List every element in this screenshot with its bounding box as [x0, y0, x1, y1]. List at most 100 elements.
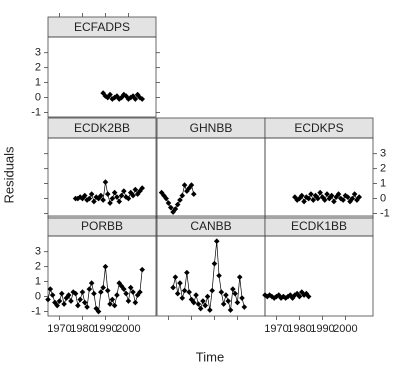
data-point	[170, 284, 176, 291]
data-point	[190, 299, 197, 306]
data-point	[347, 198, 353, 205]
data-point	[207, 307, 213, 313]
data-point	[91, 198, 97, 205]
data-point	[121, 188, 127, 194]
x-tick-label: 1990	[93, 323, 117, 335]
data-point	[200, 298, 206, 304]
data-point	[102, 263, 109, 270]
data-point	[236, 274, 243, 280]
data-point	[186, 289, 192, 295]
strip-label: ECFADPS	[74, 20, 130, 34]
data-point	[102, 179, 109, 185]
data-point	[137, 289, 143, 295]
data-point	[130, 289, 136, 295]
data-point	[225, 298, 232, 304]
data-point	[301, 292, 307, 298]
data-point	[349, 195, 356, 202]
y-tick-label: 0	[35, 290, 41, 302]
data-point	[118, 283, 125, 289]
data-point	[204, 293, 211, 300]
data-point	[111, 302, 118, 309]
data-point	[280, 293, 287, 300]
y-tick-label: -1	[380, 207, 390, 219]
data-point	[95, 195, 102, 202]
data-point	[241, 304, 248, 310]
x-tick-label: 1970	[47, 323, 71, 335]
data-point	[100, 284, 106, 291]
data-point	[181, 182, 188, 188]
strip-label: PORBB	[81, 219, 123, 233]
data-point	[190, 191, 197, 197]
data-point	[296, 195, 303, 202]
panel-frame	[264, 235, 374, 317]
data-point	[239, 295, 245, 301]
data-point	[100, 197, 106, 203]
data-point	[234, 299, 241, 306]
strip-label: ECDKPS	[294, 121, 343, 135]
data-point	[305, 293, 312, 300]
data-point	[174, 201, 181, 208]
data-point	[84, 197, 90, 203]
data-point	[127, 94, 134, 101]
panel-frame	[156, 235, 266, 317]
data-point	[177, 280, 183, 286]
data-point	[79, 195, 86, 202]
data-point	[216, 272, 222, 279]
strip-label: ECDK1BB	[291, 219, 347, 233]
trend-line	[172, 241, 245, 311]
data-point	[170, 209, 176, 215]
y-tick-label: 2	[35, 261, 41, 273]
data-point	[310, 197, 317, 203]
data-point	[139, 185, 146, 191]
data-point	[58, 290, 65, 297]
data-point	[118, 192, 125, 199]
data-point	[324, 191, 330, 197]
data-point	[209, 287, 215, 294]
data-point	[333, 194, 340, 200]
data-point	[195, 301, 202, 307]
x-tick-label: 2000	[333, 323, 357, 335]
data-point	[328, 192, 335, 199]
y-tick-label: 0	[35, 91, 41, 103]
y-axis-label: Residuals	[1, 146, 16, 204]
data-point	[289, 295, 296, 301]
data-point	[292, 194, 298, 200]
data-point	[186, 185, 192, 191]
data-point	[354, 197, 360, 203]
data-point	[264, 293, 271, 300]
data-point	[49, 292, 56, 298]
data-point	[79, 289, 86, 295]
y-tick-label: 3	[35, 47, 41, 59]
y-tick-label: 2	[35, 62, 41, 74]
data-point	[177, 197, 183, 203]
data-point	[317, 189, 323, 196]
data-point	[179, 192, 186, 199]
y-tick-label: 1	[35, 276, 41, 288]
x-axis-label: Time	[196, 349, 224, 364]
data-point	[292, 292, 298, 298]
data-point	[107, 301, 113, 307]
data-point	[213, 238, 220, 245]
data-point	[335, 191, 342, 197]
data-point	[75, 302, 81, 309]
data-point	[123, 194, 129, 200]
x-tick-label: 1980	[287, 323, 311, 335]
x-tick-label: 1980	[70, 323, 94, 335]
data-point	[111, 189, 118, 196]
data-point	[81, 192, 88, 199]
data-point	[125, 195, 132, 202]
data-point	[125, 298, 132, 304]
y-tick-label: 0	[380, 192, 386, 204]
panel-frame	[264, 137, 374, 219]
data-point	[301, 198, 307, 205]
data-point	[98, 289, 104, 295]
data-point	[61, 301, 67, 307]
data-point	[45, 296, 51, 303]
data-point	[95, 308, 102, 315]
data-point	[163, 195, 169, 202]
data-point	[174, 290, 181, 297]
data-point	[132, 186, 139, 193]
data-point	[315, 195, 321, 202]
data-point	[77, 194, 83, 200]
data-point	[47, 286, 54, 292]
